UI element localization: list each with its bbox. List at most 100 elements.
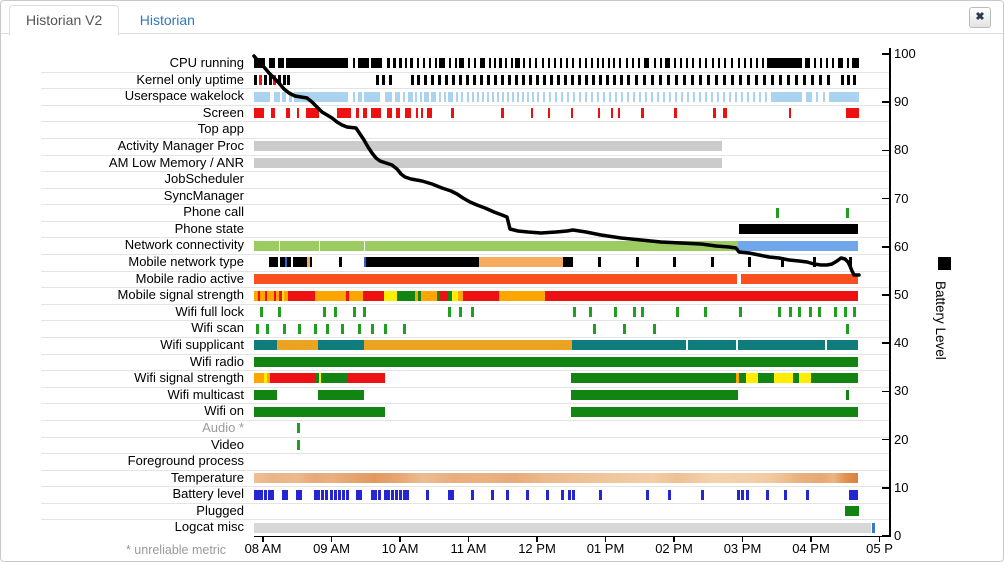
timeline-bar-segment (738, 240, 858, 251)
timeline-bar-segment (463, 290, 499, 301)
timeline-bar-segment (254, 340, 277, 351)
tab-historian[interactable]: Historian (139, 12, 195, 28)
timeline-tick (346, 489, 349, 500)
timeline-bar-segment (455, 58, 457, 69)
timeline-bar-segment (387, 108, 392, 119)
timeline-bar-segment (363, 108, 367, 119)
timeline-bar-segment (497, 91, 499, 102)
timeline-tick (459, 74, 462, 85)
timeline-bar-segment (254, 390, 277, 400)
timeline-bar-segment (638, 58, 640, 69)
timeline-tick (391, 489, 394, 500)
y-axis-tick-label: 80 (894, 142, 909, 158)
timeline-bar-segment (723, 108, 727, 119)
timeline-bar-segment (597, 91, 599, 102)
timeline-bar-segment (632, 58, 634, 69)
timeline-bar-segment (529, 58, 531, 69)
timeline-tick (781, 257, 784, 268)
timeline-bar-segment (675, 91, 677, 102)
row-separator (41, 436, 889, 438)
timeline-bar-segment (288, 290, 315, 301)
timeline-bar-segment (711, 91, 713, 102)
row-label-cpu-running: CPU running (169, 55, 244, 70)
timeline-bar-segment (753, 91, 755, 102)
timeline-tick (578, 74, 581, 85)
timeline-bar-segment (282, 91, 286, 102)
timeline-bar-segment (440, 290, 447, 301)
timeline-bar-segment (511, 58, 513, 69)
timeline-bar-segment (439, 91, 441, 102)
timeline-tick (711, 257, 714, 268)
timeline-bar-segment (320, 240, 364, 251)
timeline-bar-segment (447, 290, 452, 301)
timeline-bar-segment (806, 91, 812, 102)
x-axis-tick-label: 03 PM (723, 541, 762, 556)
timeline-tick (771, 74, 774, 85)
timeline-bar-segment (421, 108, 423, 119)
timeline-bar-segment (501, 108, 504, 119)
row-separator (41, 386, 889, 388)
timeline-bar-segment (353, 91, 355, 102)
timeline-bar-segment (264, 373, 267, 384)
timeline-bar-segment (415, 290, 418, 301)
tab-historian-v2[interactable]: Historian V2 (9, 5, 120, 36)
timeline-tick (766, 489, 769, 500)
timeline-tick (411, 74, 414, 85)
timeline-bar-segment (254, 58, 265, 69)
timeline-tick (659, 74, 662, 85)
timeline-bar-segment (293, 257, 307, 268)
row-separator (41, 519, 889, 521)
timeline-tick (849, 489, 852, 500)
timeline-tick (384, 489, 387, 500)
row-separator (41, 469, 889, 471)
timeline-bar-segment (598, 108, 600, 119)
timeline-tick (855, 489, 858, 500)
timeline-bar-segment (321, 373, 348, 384)
timeline-bar-segment (699, 58, 701, 69)
y-axis-tick (882, 294, 889, 296)
timeline-tick (387, 489, 390, 500)
timeline-bar-segment (585, 58, 587, 69)
timeline-tick (452, 74, 455, 85)
timeline-bar-segment (814, 58, 816, 69)
timeline-bar-segment (395, 91, 400, 102)
timeline-bar-segment (739, 373, 746, 384)
timeline-tick (471, 489, 474, 500)
timeline-bar-segment (738, 58, 740, 69)
timeline-bar-segment (480, 58, 485, 69)
timeline-bar-segment (467, 91, 469, 102)
timeline-bar-segment (254, 240, 279, 251)
timeline-tick (506, 489, 509, 500)
row-label-mobile-signal-strength: Mobile signal strength (117, 287, 244, 303)
timeline-bar-segment (572, 58, 574, 69)
y-axis-tick (882, 197, 889, 200)
y-axis-tick-label: 30 (894, 383, 909, 399)
row-label-top-app: Top app (197, 121, 244, 137)
x-axis-tick-label: 02 PM (655, 541, 693, 556)
timeline-tick (643, 74, 646, 85)
y-axis-tick (882, 487, 889, 489)
timeline-bar-segment (474, 58, 476, 69)
row-separator (41, 320, 889, 322)
timeline-bar-segment (277, 340, 318, 351)
timeline-bar-segment (418, 290, 421, 301)
timeline-tick (741, 489, 744, 500)
timeline-bar-segment (408, 91, 413, 102)
timeline-bar-segment (542, 58, 544, 69)
timeline-bar-segment (549, 91, 551, 102)
x-axis-tick-label: 09 AM (313, 541, 350, 556)
timeline-bar-segment (567, 91, 569, 102)
timeline-tick (264, 489, 267, 500)
timeline-tick (334, 307, 337, 318)
timeline-bar-segment (482, 91, 484, 102)
timeline-tick (819, 74, 822, 85)
timeline-tick (406, 489, 409, 500)
close-icon[interactable]: ✖ (969, 7, 991, 28)
timeline-bar-segment (827, 340, 858, 351)
timeline-bar-segment (387, 58, 390, 69)
timeline-tick (382, 74, 385, 85)
timeline-tick (806, 489, 809, 500)
timeline-tick (285, 489, 288, 500)
timeline-tick (326, 323, 329, 334)
timeline-bar-segment (297, 108, 299, 119)
